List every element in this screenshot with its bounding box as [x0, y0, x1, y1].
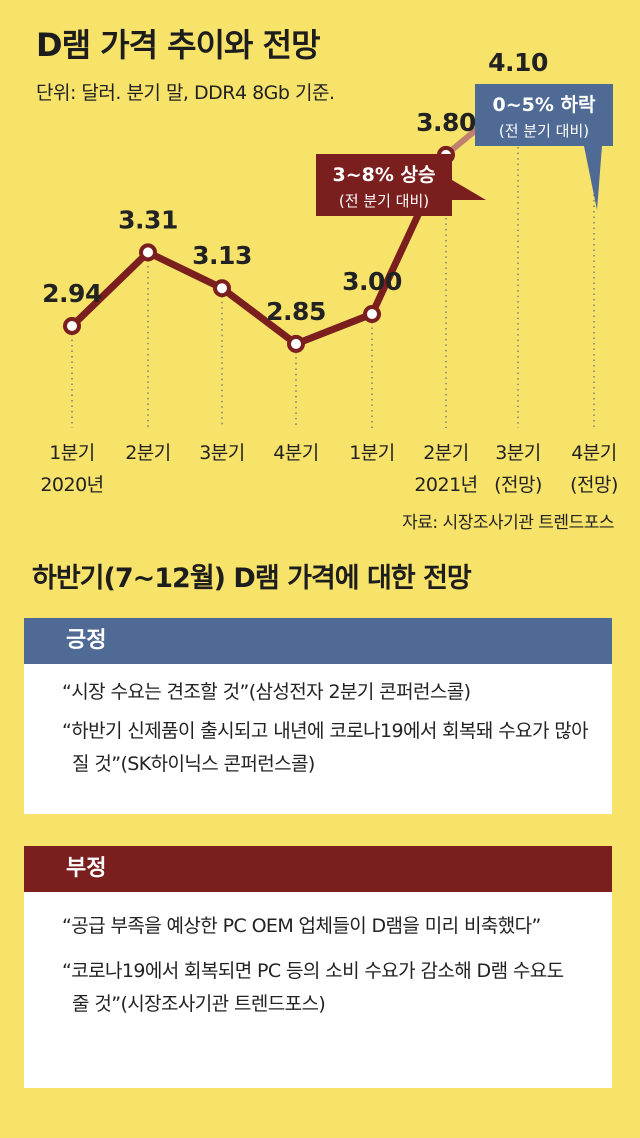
callout-down-pointer	[584, 146, 602, 210]
callout-down-sub: (전 분기 대비)	[499, 122, 589, 140]
x-tick-label: 2분기	[125, 442, 171, 464]
x-tick-label: 4분기	[571, 442, 617, 464]
callout-down-label: 0~5% 하락	[493, 94, 596, 116]
x-tick-label: 3분기	[199, 442, 245, 464]
chart-title: D램 가격 추이와 전망	[36, 26, 321, 64]
data-label: 2.94	[42, 279, 102, 308]
negative-quote-2: “코로나19에서 회복되면 PC 등의 소비 수요가 감소해 D램 수요도 줄 …	[62, 960, 564, 1015]
negative-header: 부정	[24, 846, 612, 892]
series-line-actual	[68, 151, 450, 348]
x-tick-label: (전망)	[570, 474, 618, 496]
data-label: 3.80	[416, 108, 476, 137]
x-tick-label: 1분기	[49, 442, 95, 464]
data-point	[363, 305, 381, 324]
outlook-title: 하반기(7~12월) D램 가격에 대한 전망	[32, 563, 472, 594]
source-note: 자료: 시장조사기관 트렌드포스	[402, 513, 614, 533]
callout-up-box	[316, 154, 452, 216]
data-label: 4.10	[488, 48, 548, 77]
data-label: 3.13	[192, 241, 252, 270]
data-point	[213, 279, 231, 298]
x-tick-label: 2020년	[40, 474, 103, 496]
data-point	[139, 243, 157, 262]
data-label: 2.85	[266, 297, 326, 326]
negative-label: 부정	[66, 856, 107, 881]
callout-down-box	[475, 84, 613, 146]
positive-label: 긍정	[66, 628, 107, 653]
positive-quote-2: “하반기 신제품이 출시되고 내년에 코로나19에서 회복돼 수요가 많아질 것…	[62, 720, 589, 775]
x-tick-label: 3분기	[495, 442, 541, 464]
data-point	[63, 317, 81, 335]
data-label: 3.00	[342, 267, 402, 296]
unit-note: 단위: 달러. 분기 말, DDR4 8Gb 기준.	[36, 82, 335, 104]
negative-quote-1: “공급 부족을 예상한 PC OEM 업체들이 D램을 미리 비축했다”	[62, 915, 541, 937]
data-point	[287, 334, 305, 353]
x-tick-label: 4분기	[273, 442, 319, 464]
x-tick-label: (전망)	[494, 474, 542, 496]
x-tick-label: 2분기	[423, 442, 469, 464]
positive-header: 긍정	[24, 618, 612, 664]
positive-panel: “시장 수요는 견조할 것”(삼성전자 2분기 콘퍼런스콜) “하반기 신제품이…	[24, 664, 612, 814]
positive-quote-1: “시장 수요는 견조할 것”(삼성전자 2분기 콘퍼런스콜)	[62, 681, 471, 703]
x-tick-label: 2021년	[414, 474, 477, 496]
x-tick-label: 1분기	[349, 442, 395, 464]
negative-panel: “공급 부족을 예상한 PC OEM 업체들이 D램을 미리 비축했다” “코로…	[24, 892, 612, 1088]
price-line-chart: 2.94 3.31 3.13 2.85 3.00 3.80 4.10 1분기 2020년 2분기 3…	[40, 48, 618, 496]
callout-up-sub: (전 분기 대비)	[339, 192, 429, 210]
callout-up-label: 3~8% 상승	[333, 164, 436, 186]
callout-up-pointer	[452, 180, 486, 200]
data-label: 3.31	[118, 205, 178, 234]
